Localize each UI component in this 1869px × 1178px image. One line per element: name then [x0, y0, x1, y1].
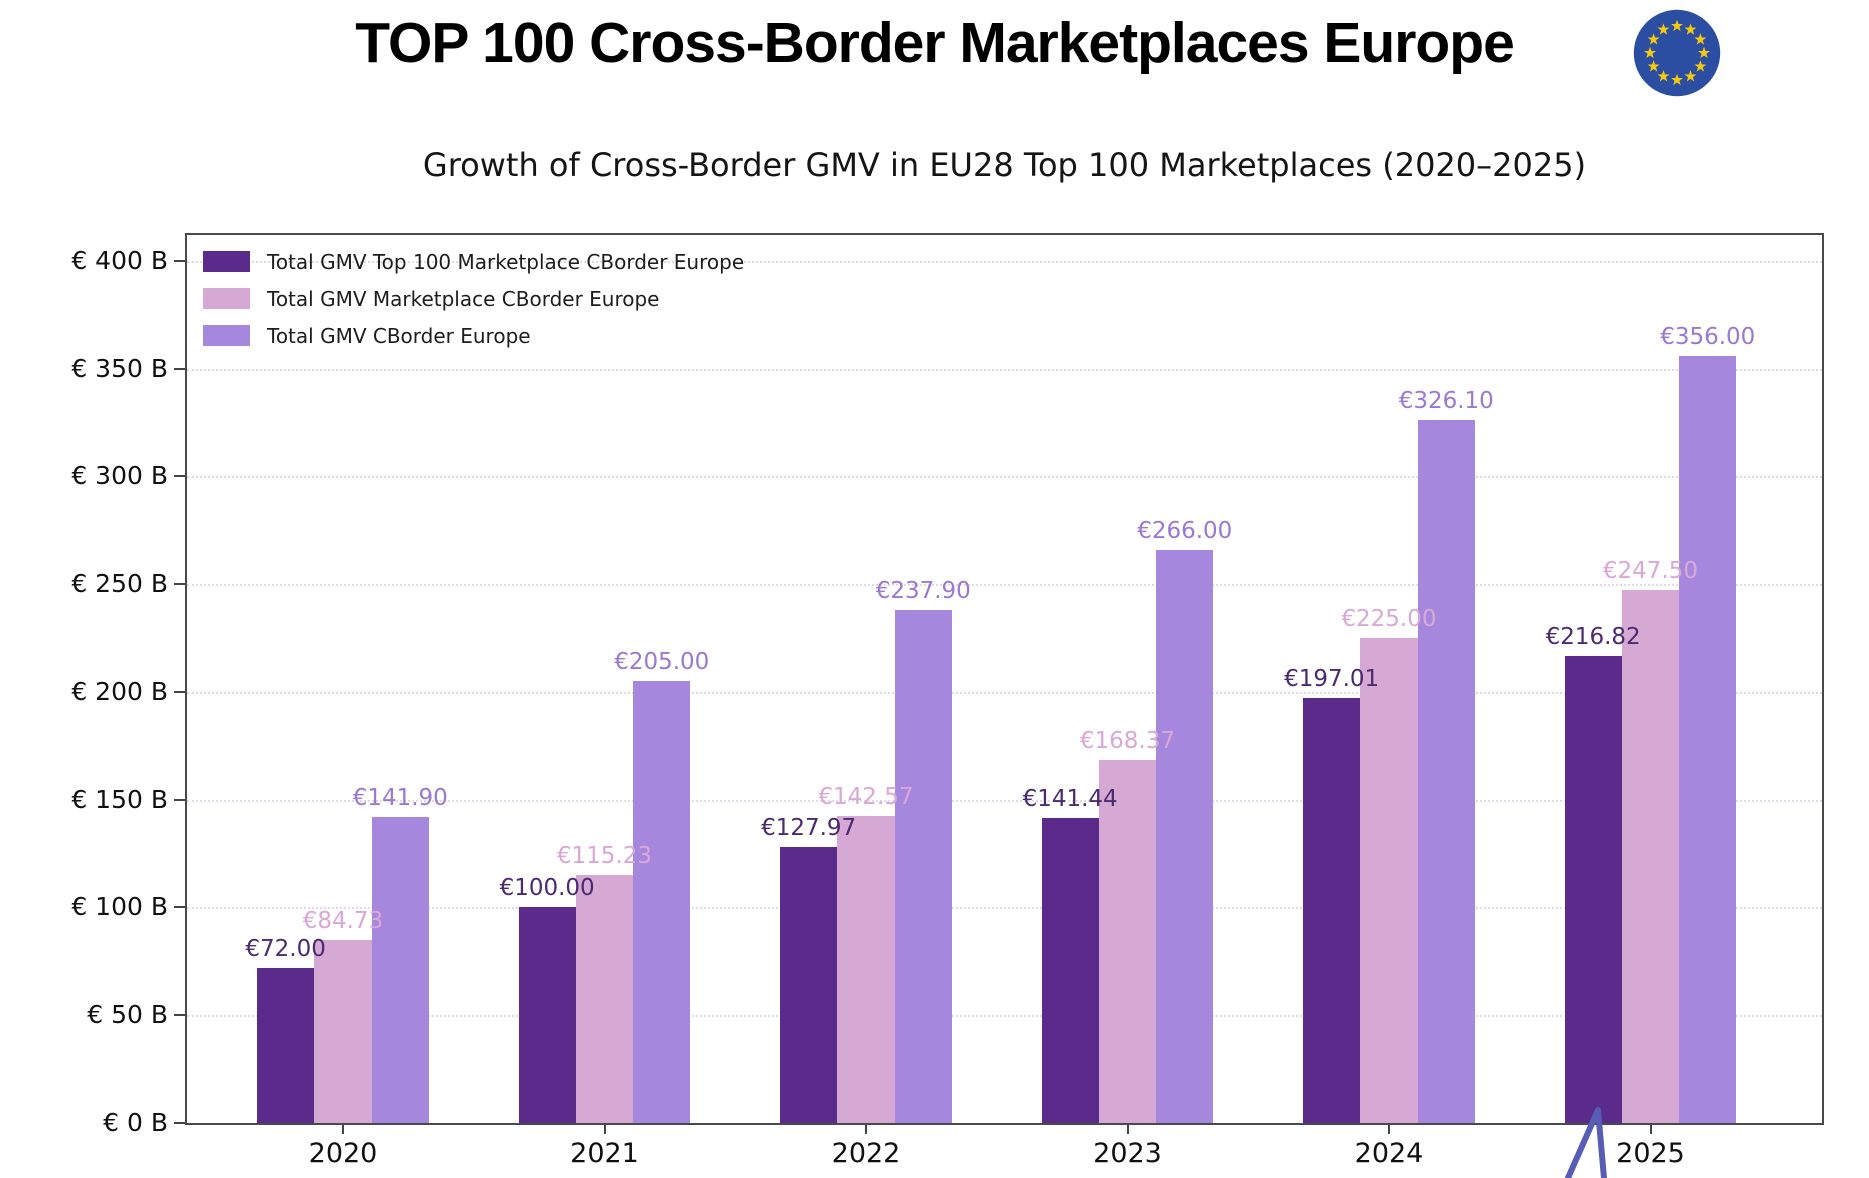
bar-group: €141.44 €168.37 €266.00 [1023, 235, 1232, 1123]
bar-group: €216.82 €247.50 €356.00 [1546, 235, 1755, 1123]
y-tick-label: € 150 B [71, 784, 168, 814]
legend-swatch [203, 325, 250, 346]
y-tick-label: € 400 B [71, 245, 168, 275]
gridline [187, 476, 1822, 479]
y-tick [174, 583, 185, 586]
bar-value-label: €141.90 [352, 785, 448, 812]
bar-value-label: €247.50 [1602, 557, 1698, 584]
bar [371, 817, 429, 1123]
bar [1360, 638, 1418, 1123]
y-tick-label: € 350 B [71, 353, 168, 383]
bar [1041, 818, 1099, 1123]
x-tick [1388, 1125, 1390, 1134]
gridline [187, 691, 1822, 694]
legend: Total GMV Top 100 Marketplace CBorder Eu… [203, 243, 744, 354]
cursor-artifact-icon [1565, 1107, 1607, 1178]
legend-label: Total GMV Marketplace CBorder Europe [267, 286, 660, 311]
bar [1621, 589, 1680, 1123]
bar-value-label: €266.00 [1137, 517, 1233, 544]
y-tick [174, 798, 185, 801]
y-tick-label: € 100 B [71, 892, 168, 922]
bar-value-label: €225.00 [1341, 606, 1437, 633]
y-tick-label: € 250 B [71, 569, 168, 599]
bar [1303, 698, 1361, 1123]
x-tick [603, 1125, 606, 1134]
gridline [187, 907, 1822, 910]
bar [633, 681, 691, 1123]
bar-group: €100.00 €115.23 €205.00 [500, 235, 709, 1123]
x-tick [1126, 1125, 1129, 1134]
x-tick-label: 2020 [308, 1138, 378, 1169]
bar-value-label: €216.82 [1545, 623, 1641, 650]
y-tick [174, 475, 185, 478]
gridline [187, 799, 1822, 802]
legend-item: Total GMV CBorder Europe [203, 317, 744, 354]
y-tick [174, 1014, 185, 1017]
bar-group: €127.97 €142.57 €237.90 [761, 235, 971, 1123]
plot-area: Total GMV Top 100 Marketplace CBorder Eu… [185, 233, 1824, 1125]
bar-value-label: €168.37 [1079, 728, 1175, 755]
legend-item: Total GMV Top 100 Marketplace CBorder Eu… [203, 243, 744, 280]
y-axis-ticks [174, 235, 185, 1124]
bar [894, 610, 952, 1123]
x-tick [1649, 1125, 1652, 1134]
bar [257, 967, 315, 1123]
bar-value-label: €205.00 [614, 649, 710, 676]
bar [575, 874, 634, 1123]
legend-swatch [203, 288, 250, 309]
bar [1098, 760, 1157, 1123]
bar [1679, 355, 1737, 1123]
bar-value-label: €326.10 [1398, 388, 1494, 415]
bar-value-label: €127.97 [761, 815, 857, 842]
legend-label: Total GMV CBorder Europe [267, 323, 531, 348]
bar-group: €72.00 €84.73 €141.90 [245, 235, 448, 1123]
bar [1156, 549, 1214, 1123]
x-tick-label: 2024 [1354, 1138, 1424, 1169]
y-tick-label: € 50 B [87, 1000, 168, 1030]
eu-flag-icon [1633, 9, 1721, 97]
gridline [187, 584, 1822, 587]
page-title: TOP 100 Cross-Border Marketplaces Europe [355, 11, 1515, 75]
bar [837, 815, 895, 1123]
y-tick [174, 1122, 185, 1124]
bar-value-label: €142.57 [818, 783, 914, 810]
y-tick [174, 259, 185, 262]
bar [1564, 655, 1622, 1123]
y-tick [174, 367, 185, 370]
y-tick [174, 906, 185, 909]
gridline [187, 368, 1822, 371]
bar-group: €197.01 €225.00 €326.10 [1284, 235, 1494, 1123]
legend-swatch [203, 251, 250, 272]
x-tick-label: 2025 [1616, 1138, 1685, 1169]
bar-value-label: €84.73 [302, 908, 384, 935]
y-tick-label: € 200 B [71, 676, 168, 706]
bar-value-label: €356.00 [1660, 323, 1756, 350]
x-tick [865, 1125, 867, 1134]
y-tick-label: € 0 B [103, 1108, 168, 1137]
bar [518, 907, 576, 1123]
bar-value-label: €100.00 [499, 875, 595, 902]
y-axis-labels: € 0 B € 50 B € 100 B € 150 B € 200 B € 250 B €… [4, 235, 168, 1137]
bar-value-label: €115.23 [556, 842, 652, 869]
x-tick-label: 2021 [570, 1138, 639, 1169]
bar [780, 847, 838, 1123]
bar-value-label: €72.00 [245, 935, 326, 962]
bar [1417, 420, 1475, 1123]
gridline [187, 1015, 1822, 1018]
y-tick-label: € 300 B [71, 461, 168, 491]
bar-value-label: €197.01 [1284, 666, 1380, 693]
bar [314, 940, 372, 1123]
bar-value-label: €237.90 [875, 578, 971, 605]
gridline [187, 260, 1822, 263]
legend-item: Total GMV Marketplace CBorder Europe [203, 280, 744, 317]
y-tick [174, 690, 185, 693]
x-tick-label: 2022 [831, 1138, 901, 1169]
chart-title: Growth of Cross-Border GMV in EU28 Top 1… [422, 146, 1587, 184]
x-tick [342, 1125, 344, 1134]
x-axis-labels: 2020 2021 2022 2023 2024 2025 [187, 1125, 1822, 1175]
bar-value-label: €141.44 [1022, 786, 1118, 813]
legend-label: Total GMV Top 100 Marketplace CBorder Eu… [267, 249, 745, 274]
x-tick-label: 2023 [1093, 1138, 1162, 1169]
